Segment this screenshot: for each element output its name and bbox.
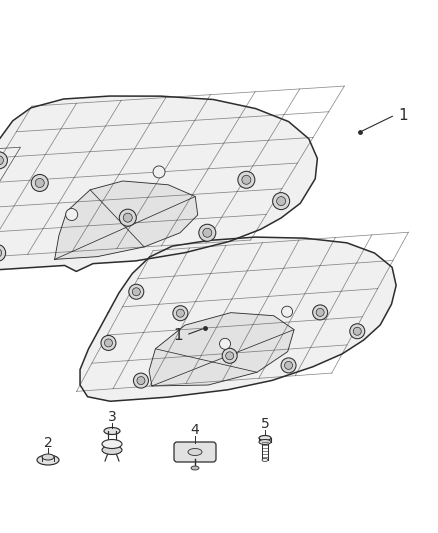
Circle shape [242, 175, 251, 184]
Polygon shape [55, 181, 198, 260]
Circle shape [272, 192, 290, 209]
Text: 4: 4 [191, 423, 199, 437]
Circle shape [313, 305, 328, 320]
Polygon shape [0, 96, 318, 272]
Ellipse shape [42, 454, 54, 460]
Circle shape [35, 179, 44, 188]
Circle shape [282, 306, 293, 317]
Text: 3: 3 [108, 410, 117, 424]
Ellipse shape [37, 455, 59, 465]
Ellipse shape [262, 458, 268, 462]
Ellipse shape [104, 427, 120, 434]
Circle shape [101, 335, 116, 351]
Circle shape [219, 338, 230, 349]
Circle shape [137, 377, 145, 385]
Text: 1: 1 [398, 108, 408, 123]
Circle shape [222, 348, 237, 364]
Text: 2: 2 [44, 436, 53, 450]
Circle shape [129, 284, 144, 299]
Ellipse shape [188, 448, 202, 456]
Text: 5: 5 [261, 417, 269, 431]
Ellipse shape [191, 466, 199, 470]
Circle shape [0, 245, 6, 262]
Circle shape [104, 339, 113, 347]
Ellipse shape [259, 440, 271, 445]
Circle shape [177, 309, 184, 317]
Circle shape [0, 152, 7, 169]
Ellipse shape [102, 440, 122, 448]
Circle shape [173, 306, 188, 321]
Circle shape [199, 224, 216, 241]
Circle shape [66, 208, 78, 221]
Circle shape [31, 174, 48, 191]
Circle shape [350, 324, 365, 339]
Circle shape [277, 197, 286, 206]
Circle shape [134, 373, 148, 388]
Polygon shape [80, 237, 396, 401]
Text: 1: 1 [173, 327, 183, 343]
Circle shape [153, 166, 165, 178]
Circle shape [353, 327, 361, 335]
Ellipse shape [259, 435, 271, 440]
FancyBboxPatch shape [174, 442, 216, 462]
Circle shape [316, 309, 324, 317]
Circle shape [0, 156, 4, 165]
Circle shape [203, 228, 212, 237]
Ellipse shape [102, 446, 122, 455]
Polygon shape [149, 313, 294, 386]
Circle shape [285, 361, 293, 369]
Circle shape [281, 358, 296, 373]
Circle shape [238, 171, 255, 188]
Circle shape [226, 352, 234, 360]
Circle shape [123, 213, 132, 222]
Circle shape [132, 288, 140, 296]
Circle shape [119, 209, 136, 226]
Circle shape [0, 248, 2, 257]
